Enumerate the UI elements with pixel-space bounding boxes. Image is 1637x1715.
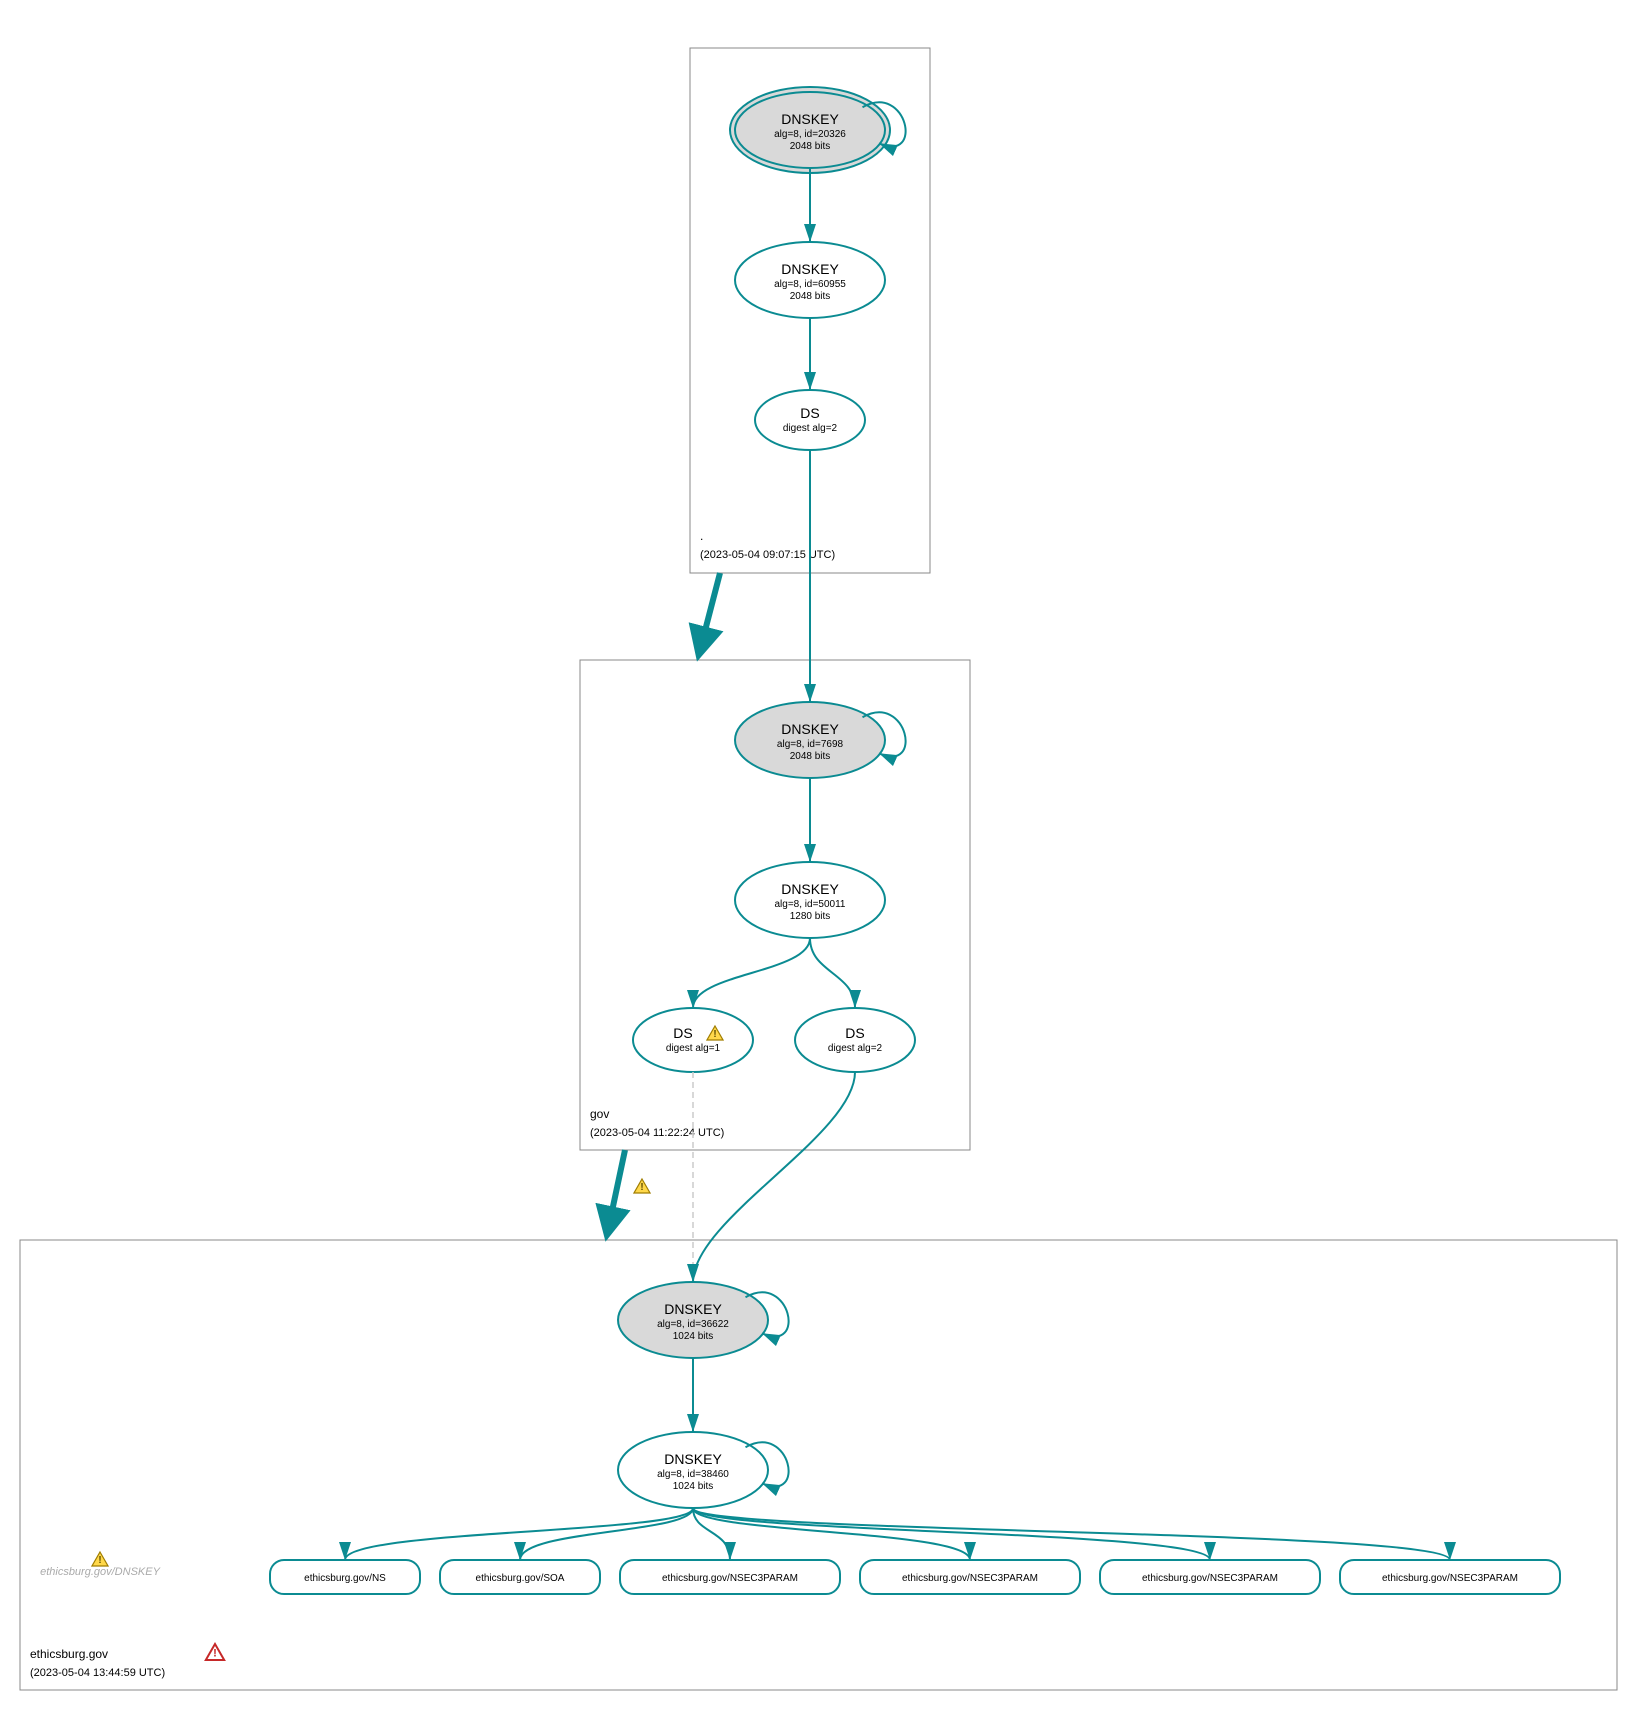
record-label: ethicsburg.gov/NSEC3PARAM xyxy=(1382,1573,1518,1584)
node-gov-ds1 xyxy=(633,1008,753,1072)
svg-text:!: ! xyxy=(98,1555,101,1566)
svg-text:!: ! xyxy=(713,1029,716,1040)
zone-name-root: . xyxy=(700,529,703,543)
faded-dnskey-label: ethicsburg.gov/DNSKEY xyxy=(40,1566,160,1578)
svg-text:!: ! xyxy=(213,1647,217,1659)
record-label: ethicsburg.gov/SOA xyxy=(476,1573,565,1584)
record-label: ethicsburg.gov/NSEC3PARAM xyxy=(662,1573,798,1584)
node-detail: alg=8, id=38460 xyxy=(657,1469,729,1480)
node-title: DS xyxy=(845,1025,864,1041)
node-detail: 2048 bits xyxy=(790,751,831,762)
node-title: DNSKEY xyxy=(781,111,839,127)
record-label: ethicsburg.gov/NS xyxy=(304,1573,386,1584)
zone-name-ethicsburg: ethicsburg.gov xyxy=(30,1647,108,1661)
node-detail: alg=8, id=7698 xyxy=(777,739,844,750)
node-detail: 1024 bits xyxy=(673,1331,714,1342)
node-detail: digest alg=2 xyxy=(783,423,838,434)
edge xyxy=(693,1508,1450,1560)
node-detail: digest alg=2 xyxy=(828,1043,883,1054)
edge xyxy=(693,1508,970,1560)
record-label: ethicsburg.gov/NSEC3PARAM xyxy=(1142,1573,1278,1584)
node-detail: alg=8, id=20326 xyxy=(774,129,846,140)
node-detail: digest alg=1 xyxy=(666,1043,721,1054)
node-title: DS xyxy=(800,405,819,421)
delegation-arrow xyxy=(700,573,720,650)
node-title: DNSKEY xyxy=(664,1451,722,1467)
node-title: DNSKEY xyxy=(781,721,839,737)
edge xyxy=(693,938,810,1008)
node-detail: alg=8, id=60955 xyxy=(774,279,846,290)
node-detail: 1280 bits xyxy=(790,911,831,922)
edge xyxy=(693,1072,855,1282)
edge xyxy=(345,1508,693,1560)
node-title: DNSKEY xyxy=(664,1301,722,1317)
node-detail: 2048 bits xyxy=(790,141,831,152)
zone-timestamp-ethicsburg: (2023-05-04 13:44:59 UTC) xyxy=(30,1667,165,1679)
node-detail: alg=8, id=36622 xyxy=(657,1319,729,1330)
zone-name-gov: gov xyxy=(590,1107,609,1121)
record-label: ethicsburg.gov/NSEC3PARAM xyxy=(902,1573,1038,1584)
zone-timestamp-gov: (2023-05-04 11:22:24 UTC) xyxy=(590,1127,724,1139)
zone-timestamp-root: (2023-05-04 09:07:15 UTC) xyxy=(700,549,835,561)
dnssec-diagram: DNSKEYalg=8, id=203262048 bitsDNSKEYalg=… xyxy=(0,0,1637,1715)
node-detail: 1024 bits xyxy=(673,1481,714,1492)
node-title: DNSKEY xyxy=(781,881,839,897)
node-detail: 2048 bits xyxy=(790,291,831,302)
node-detail: alg=8, id=50011 xyxy=(775,899,846,910)
zone-box-ethicsburg xyxy=(20,1240,1617,1690)
delegation-arrow xyxy=(608,1150,625,1230)
node-title: DS xyxy=(673,1025,692,1041)
edge xyxy=(520,1508,693,1560)
node-title: DNSKEY xyxy=(781,261,839,277)
svg-text:!: ! xyxy=(640,1182,643,1193)
edge xyxy=(810,938,855,1008)
